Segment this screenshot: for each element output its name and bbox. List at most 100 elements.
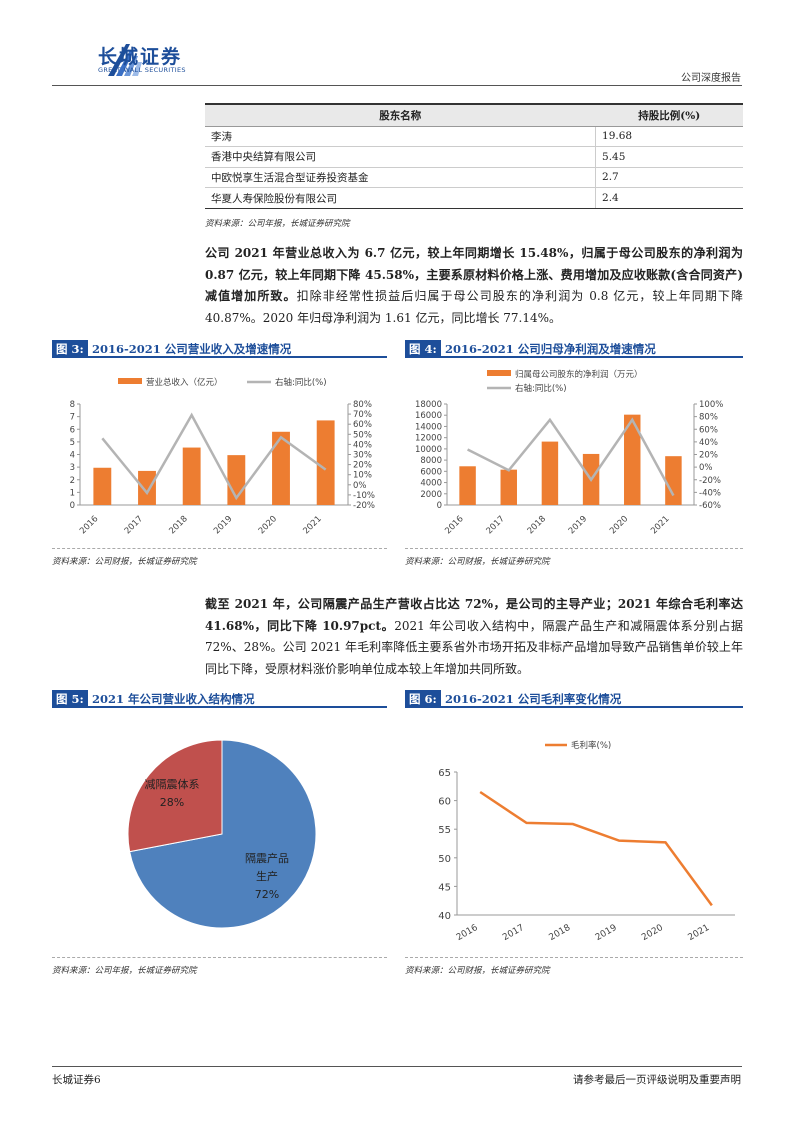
y2-tick-label: 50% [353, 430, 372, 440]
pie-label: 减隔震体系 [145, 777, 200, 791]
x-tick-label: 2021 [649, 514, 671, 536]
y2-tick-label: 0% [353, 481, 367, 491]
paragraph-bold: 公司 2021 年营业总收入为 6.7 亿元，较上年同期增长 15.48%，归属… [205, 246, 743, 303]
pie-slice [127, 739, 223, 853]
table-source: 资料来源：公司年报，长城证券研究院 [205, 219, 350, 229]
y2-tick-label: 40% [699, 438, 718, 448]
x-tick-label: 2019 [594, 923, 619, 943]
y2-tick-label: 10% [353, 471, 372, 481]
paragraph-revenue: 公司 2021 年营业总收入为 6.7 亿元，较上年同期增长 15.48%，归属… [205, 243, 743, 329]
y-tick-label: 6 [70, 425, 75, 435]
x-tick-label: 2016 [455, 923, 480, 943]
bar [182, 447, 201, 505]
fig5-source: 资料来源：公司年报，长城证券研究院 [52, 966, 197, 976]
fig3-source: 资料来源：公司财报，长城证券研究院 [52, 557, 197, 567]
x-tick-label: 2016 [443, 514, 465, 536]
bar [500, 469, 517, 505]
footer-disclaimer: 请参考最后一页评级说明及重要声明 [573, 1074, 741, 1086]
y-tick-label: 0 [437, 501, 442, 511]
y-tick-label: 7 [70, 413, 75, 423]
y-tick-label: 45 [438, 882, 451, 893]
paragraph-bold: 截至 2021 年，公司隔震产品生产营收占比达 72%，是公司的主导产业；202… [205, 597, 743, 633]
legend-label: 右轴:同比(%) [275, 377, 327, 388]
y2-tick-label: 80% [353, 400, 372, 410]
y-tick-label: 55 [438, 825, 451, 836]
fig4-tag: 图 4: [405, 340, 441, 358]
y2-tick-label: -20% [699, 476, 721, 486]
y-tick-label: 0 [70, 501, 75, 511]
y2-tick-label: -60% [699, 501, 721, 511]
legend-swatch [118, 378, 142, 384]
y2-tick-label: 20% [699, 451, 718, 461]
fig3-title: 2016-2021 公司营业收入及增速情况 [92, 342, 292, 356]
x-tick-label: 2020 [608, 514, 630, 536]
y-tick-label: 8000 [420, 456, 442, 466]
y-tick-label: 6000 [420, 467, 442, 477]
holder-pct: 2.7 [595, 167, 743, 189]
logo-text: 长城证券 [98, 46, 183, 68]
x-tick-label: 2017 [484, 514, 506, 536]
revenue-chart: 营业总收入（亿元） 右轴:同比(%)012345678-20%-10%0%10%2… [70, 377, 375, 536]
x-tick-label: 2021 [686, 923, 711, 943]
bar [93, 467, 112, 505]
gross-margin-chart: 毛利率(%) 40 45 50 55 60 65 2016 2017 2018 2019 2020 20… [438, 740, 735, 943]
paragraph-text: 2021 年公司收入结构中，隔震产品生产和减隔震体系分别占据 72%、28%。公… [205, 618, 743, 676]
fig5-divider [52, 957, 387, 958]
y2-tick-label: 40% [353, 440, 372, 450]
fig4-title: 2016-2021 公司归母净利润及增速情况 [445, 342, 656, 356]
y-tick-label: 1 [70, 488, 75, 498]
bar [138, 470, 156, 505]
fig3-tag: 图 3: [52, 340, 88, 358]
fig6-tag: 图 6: [405, 690, 441, 708]
paragraph-margin: 截至 2021 年，公司隔震产品生产营收占比达 72%，是公司的主导产业；202… [205, 594, 743, 680]
legend-label: 毛利率(%) [571, 740, 611, 751]
fig6-title: 2016-2021 公司毛利率变化情况 [445, 692, 622, 706]
table-row: 华夏人寿保险股份有限公司 2.4 [205, 187, 743, 209]
holder-name: 中欧悦享生活混合型证券投资基金 [205, 167, 596, 189]
fig5-tag: 图 5: [52, 690, 88, 708]
y-tick-label: 2000 [420, 490, 442, 500]
legend-label: 归属母公司股东的净利润（万元） [515, 369, 643, 380]
header-divider [52, 85, 742, 86]
y-tick-label: 5 [70, 438, 75, 448]
logo-icon [108, 44, 142, 76]
x-tick-label: 2017 [123, 514, 145, 536]
bar [459, 466, 476, 505]
table-row: 中欧悦享生活混合型证券投资基金 2.7 [205, 167, 743, 189]
pie-slice [129, 739, 317, 929]
y-tick-label: 50 [438, 854, 451, 865]
y-tick-label: 65 [438, 768, 451, 779]
legend-label: 营业总收入（亿元） [146, 377, 223, 388]
fig3-header: 图 3: 2016-2021 公司营业收入及增速情况 [52, 340, 387, 358]
y2-tick-label: 60% [699, 425, 718, 435]
y2-tick-label: 0% [699, 463, 713, 473]
bar [541, 441, 559, 505]
paragraph-text: 扣除非经常性损益后归属于母公司股东的净利润为 0.8 亿元，较上年同期下降 40… [205, 289, 743, 325]
margin-line [479, 790, 713, 907]
fig3-divider [52, 548, 387, 549]
x-tick-label: 2017 [501, 923, 526, 943]
legend-label: 右轴:同比(%) [515, 383, 567, 394]
report-type: 公司深度报告 [681, 73, 741, 84]
table-header-row: 股东名称 持股比例(%) [205, 103, 743, 127]
x-tick-label: 2020 [640, 923, 665, 943]
y2-tick-label: 30% [353, 451, 372, 461]
holder-pct: 19.68 [595, 126, 743, 148]
legend-swatch [487, 370, 511, 376]
y-tick-label: 18000 [415, 400, 442, 410]
fig6-header: 图 6: 2016-2021 公司毛利率变化情况 [405, 690, 743, 708]
bar [624, 414, 641, 505]
y-tick-label: 4 [70, 451, 75, 461]
fig4-divider [405, 548, 743, 549]
pie-value: 72% [255, 888, 279, 901]
y-tick-label: 4000 [420, 479, 442, 489]
x-tick-label: 2019 [212, 514, 234, 536]
x-tick-label: 2018 [526, 514, 548, 536]
column-header: 持股比例(%) [595, 103, 743, 127]
y-tick-label: 60 [438, 797, 451, 808]
y-tick-label: 16000 [415, 411, 442, 421]
fig6-divider [405, 957, 743, 958]
shareholder-table: 股东名称 持股比例(%) 李涛 19.68 香港中央结算有限公司 5.45 中欧悦享… [205, 103, 743, 209]
bar [272, 431, 290, 505]
